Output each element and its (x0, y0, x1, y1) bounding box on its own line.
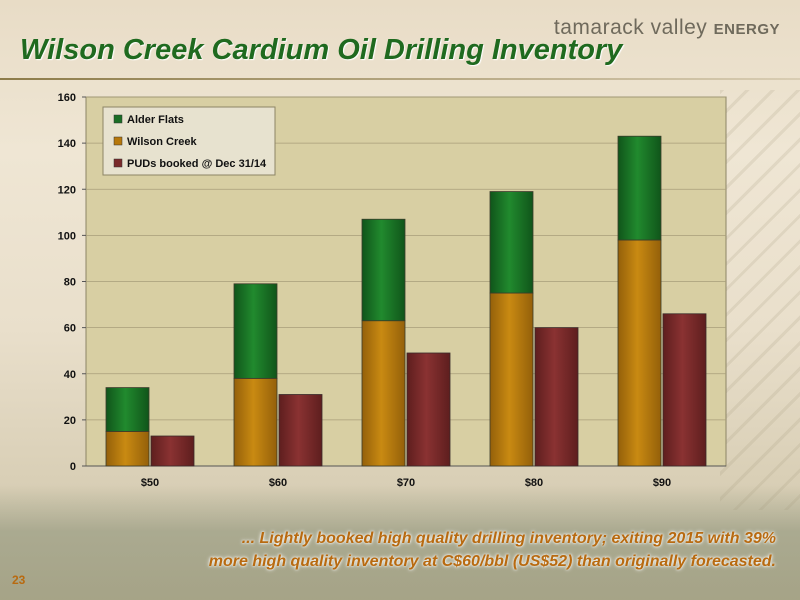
slide-title: Wilson Creek Cardium Oil Drilling Invent… (20, 34, 623, 66)
footnote: ... Lightly booked high quality drilling… (56, 527, 776, 573)
brand-logo: tamarack valley ENERGY (554, 16, 780, 40)
y-tick-label: 140 (58, 138, 76, 150)
y-tick-label: 20 (64, 415, 76, 427)
bar-alder-flats-0 (105, 387, 150, 432)
x-tick-label: $90 (653, 477, 671, 489)
bar-puds-booked-3 (534, 327, 579, 467)
legend-swatch (113, 158, 123, 168)
legend-swatch (113, 114, 123, 124)
background-treeline (0, 485, 800, 600)
y-tick-label: 120 (58, 184, 76, 196)
legend-box (102, 106, 276, 176)
brand-name: tamarack valley (553, 16, 708, 39)
title-underline (0, 78, 800, 80)
x-tick-label: $70 (397, 477, 415, 489)
background-drilling-rig (720, 90, 800, 510)
bar-wilson-creek-1 (233, 377, 278, 467)
legend-swatch (113, 136, 123, 146)
page-number: 23 (12, 573, 26, 587)
bar-wilson-creek-3 (489, 292, 534, 467)
x-tick-label: $80 (525, 477, 543, 489)
bar-alder-flats-2 (361, 218, 406, 322)
bar-puds-booked-1 (278, 394, 323, 467)
footnote-line-2: more high quality inventory at C$60/bbl … (208, 553, 776, 570)
x-tick-label: $60 (269, 477, 287, 489)
brand-suffix: ENERGY (713, 21, 780, 38)
y-tick-label: 100 (58, 230, 76, 242)
legend-label: Wilson Creek (127, 136, 197, 148)
x-tick-label: $50 (141, 477, 159, 489)
bar-puds-booked-0 (150, 435, 195, 467)
y-tick-label: 40 (64, 369, 76, 381)
legend-label: PUDs booked @ Dec 31/14 (127, 158, 267, 170)
bar-wilson-creek-4 (617, 239, 662, 467)
bar-puds-booked-2 (406, 352, 451, 467)
bar-wilson-creek-2 (361, 320, 406, 467)
y-tick-label: 160 (58, 92, 76, 104)
bar-wilson-creek-0 (105, 431, 150, 467)
y-tick-label: 60 (64, 323, 76, 335)
bar-alder-flats-4 (617, 135, 662, 241)
y-tick-label: 80 (64, 277, 76, 289)
footnote-line-1: ... Lightly booked high quality drilling… (241, 530, 776, 547)
bar-alder-flats-1 (233, 283, 278, 379)
bar-puds-booked-4 (662, 313, 707, 467)
legend-label: Alder Flats (127, 114, 184, 126)
bar-alder-flats-3 (489, 191, 534, 294)
y-tick-label: 0 (70, 461, 76, 473)
